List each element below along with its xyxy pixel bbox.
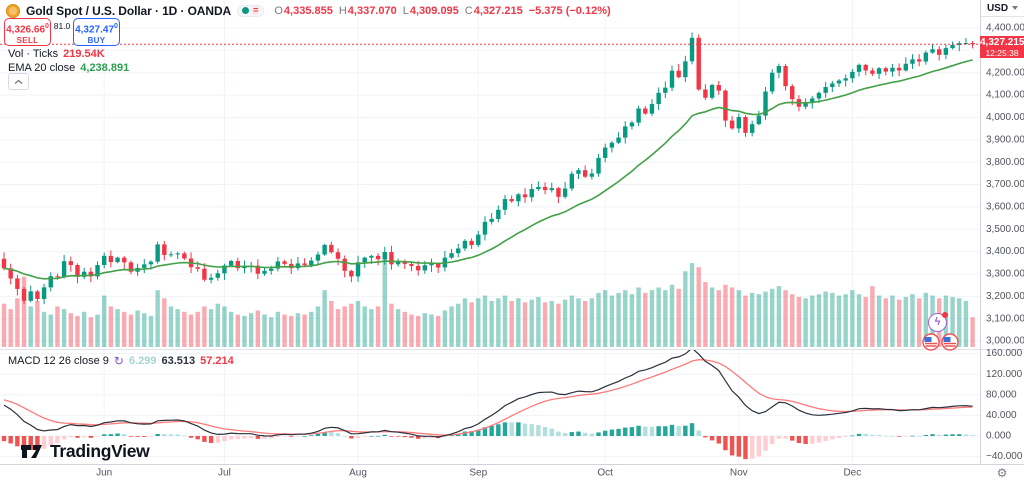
price-scale-currency-button[interactable]: USD xyxy=(981,0,1024,17)
change-value: −5.375 (−0.12%) xyxy=(528,4,611,17)
svg-text:0.000: 0.000 xyxy=(986,431,1011,442)
svg-text:3,900.000: 3,900.000 xyxy=(986,134,1024,145)
svg-text:−40.000: −40.000 xyxy=(986,451,1023,462)
svg-text:Jul: Jul xyxy=(218,468,231,479)
svg-text:4,100.000: 4,100.000 xyxy=(986,90,1024,101)
svg-text:3,000.000: 3,000.000 xyxy=(986,336,1024,347)
svg-text:4,400.000: 4,400.000 xyxy=(986,23,1024,34)
ohlc-values: O4,335.855 H4,337.070 L4,309.095 C4,327.… xyxy=(274,4,611,17)
open-value: 4,335.855 xyxy=(283,4,333,17)
last-price-label: 4,327.215 12:25:38 xyxy=(980,36,1024,58)
svg-text:Aug: Aug xyxy=(349,468,367,479)
macd-signal-value: 57.214 xyxy=(200,355,234,367)
timezone-settings-button[interactable]: ⚙ xyxy=(980,465,1024,480)
economic-events[interactable] xyxy=(922,333,959,351)
grid-lines xyxy=(0,0,980,464)
ema-legend-label: EMA 20 close xyxy=(8,62,76,74)
macd-line-value: 63.513 xyxy=(161,355,196,367)
volume-legend-label: Vol · Ticks xyxy=(8,48,59,60)
tradingview-logo-text: TradingView xyxy=(50,441,150,461)
symbol-legend[interactable]: Gold Spot / U.S. Dollar · 1D · OANDA = O… xyxy=(6,3,611,18)
sell-button-label: SELL xyxy=(16,36,39,46)
svg-text:Sep: Sep xyxy=(469,468,487,479)
ema-line xyxy=(3,59,973,280)
svg-text:3,200.000: 3,200.000 xyxy=(986,291,1024,302)
svg-text:120.000: 120.000 xyxy=(986,369,1023,380)
volume-legend-value: 219.54K xyxy=(63,48,105,60)
us-economic-event-icon[interactable] xyxy=(922,333,940,351)
refresh-icon[interactable]: ↻ xyxy=(113,354,124,368)
notification-dot-icon xyxy=(942,312,948,318)
svg-text:Jun: Jun xyxy=(96,468,112,479)
bar-countdown: 12:25:38 xyxy=(985,48,1019,58)
macd-hist-value: 6.299 xyxy=(128,355,157,367)
trade-panel: 4,326.660 SELL 81.0 4,327.470 BUY xyxy=(4,18,120,46)
collapse-legend-button[interactable] xyxy=(8,73,29,90)
ema-legend: EMA 20 close 4,238.891 xyxy=(8,62,129,74)
price-scale[interactable]: 4,400.0004,300.0004,200.0004,100.0004,00… xyxy=(986,23,1024,463)
svg-text:160.000: 160.000 xyxy=(986,348,1023,359)
close-value: 4,327.215 xyxy=(473,4,523,17)
volume-legend: Vol · Ticks 219.54K xyxy=(8,48,105,60)
svg-text:3,100.000: 3,100.000 xyxy=(986,313,1024,324)
buy-button[interactable]: 4,327.470 BUY xyxy=(73,18,120,46)
macd-legend-label: MACD 12 26 close 9 xyxy=(8,355,109,367)
svg-text:3,600.000: 3,600.000 xyxy=(986,202,1024,213)
chevron-up-icon xyxy=(14,79,23,84)
svg-text:4,200.000: 4,200.000 xyxy=(986,67,1024,78)
market-status-pill[interactable]: = xyxy=(237,4,265,17)
us-economic-event-icon[interactable] xyxy=(941,333,959,351)
svg-text:4,000.000: 4,000.000 xyxy=(986,112,1024,123)
svg-text:3,300.000: 3,300.000 xyxy=(986,269,1024,280)
spread-value: 81.0 xyxy=(53,21,71,31)
gold-symbol-logo-icon xyxy=(6,3,20,18)
status-equals-icon: = xyxy=(252,5,260,15)
tradingview-mark-icon xyxy=(21,445,42,458)
buy-button-label: BUY xyxy=(87,36,106,46)
time-scale[interactable]: Jun Jul Aug Sep Oct Nov Dec xyxy=(96,468,861,479)
tradingview-logo[interactable]: TradingView xyxy=(20,441,150,462)
high-value: 4,337.070 xyxy=(347,4,397,17)
quick-alert-bubble[interactable]: ϟ xyxy=(928,312,948,332)
svg-text:Dec: Dec xyxy=(843,468,861,479)
svg-text:3,800.000: 3,800.000 xyxy=(986,157,1024,168)
svg-text:80.000: 80.000 xyxy=(986,389,1017,400)
svg-text:3,500.000: 3,500.000 xyxy=(986,224,1024,235)
macd-legend: MACD 12 26 close 9 ↻ 6.299 63.513 57.214 xyxy=(8,355,234,367)
macd-histogram xyxy=(1,422,975,460)
svg-text:Nov: Nov xyxy=(730,468,748,479)
lightning-icon: ϟ xyxy=(934,316,941,328)
ema-legend-value: 4,238.891 xyxy=(80,62,130,74)
svg-text:3,400.000: 3,400.000 xyxy=(986,246,1024,257)
market-open-dot-icon xyxy=(242,7,250,14)
gear-icon: ⚙ xyxy=(996,465,1008,480)
svg-text:3,700.000: 3,700.000 xyxy=(986,179,1024,190)
svg-text:40.000: 40.000 xyxy=(986,410,1017,421)
macd-lines xyxy=(3,350,973,438)
svg-text:Oct: Oct xyxy=(597,468,613,479)
low-value: 4,309.095 xyxy=(409,4,459,17)
sell-button[interactable]: 4,326.660 SELL xyxy=(4,18,51,46)
symbol-title[interactable]: Gold Spot / U.S. Dollar · 1D · OANDA xyxy=(26,3,232,18)
candlestick-series xyxy=(1,32,975,305)
last-price-value: 4,327.215 xyxy=(980,37,1024,48)
chevron-down-icon xyxy=(1012,6,1019,10)
